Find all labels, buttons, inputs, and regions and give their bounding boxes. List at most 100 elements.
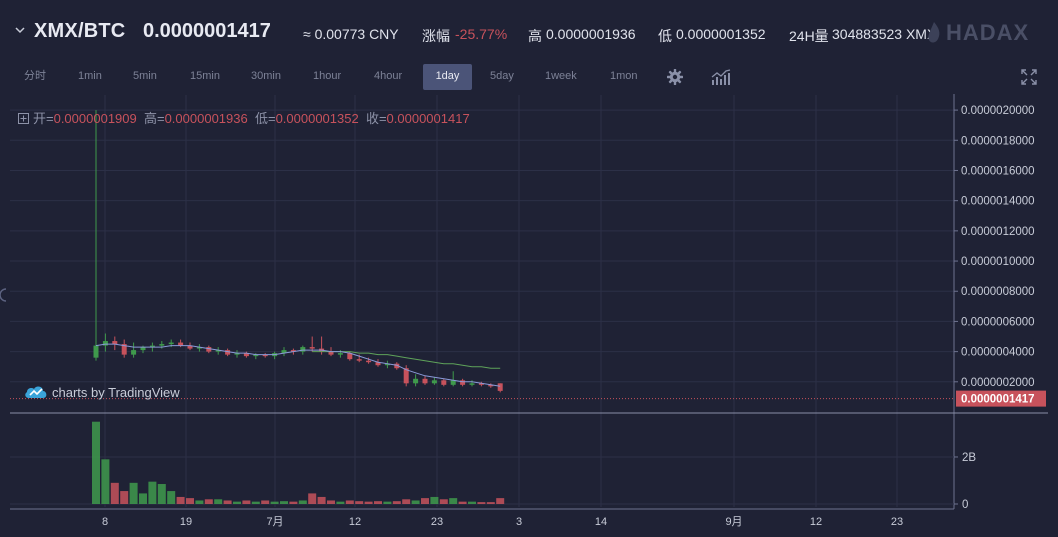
low-value: 0.0000001352 — [676, 26, 766, 42]
candle-body — [140, 347, 146, 351]
volume-bar — [402, 499, 411, 504]
candle-body — [497, 383, 503, 391]
volume-bar — [355, 501, 364, 504]
volume-axis-label: 0 — [962, 499, 968, 511]
side-panel-handle[interactable] — [0, 288, 8, 302]
open-value: 0.0000001909 — [53, 111, 137, 126]
x-axis-tick-label: 7月 — [266, 516, 283, 528]
volume-bar — [223, 500, 232, 504]
cloud-icon — [25, 386, 47, 398]
volume-bar — [383, 501, 392, 504]
volume-bar — [421, 498, 429, 504]
volume-bar — [374, 501, 382, 504]
candle-body — [309, 347, 315, 349]
volume-bar — [364, 501, 373, 504]
volume-bar — [458, 501, 467, 504]
volume-bar — [157, 484, 166, 504]
timeframe-5min[interactable]: 5min — [133, 70, 157, 82]
last-price-tag — [956, 390, 1046, 407]
volume-bar — [439, 499, 448, 504]
volume-axis-label: 2B — [962, 452, 976, 464]
candle-body — [460, 380, 466, 385]
candle-body — [403, 368, 409, 384]
candle-body — [384, 363, 390, 366]
candle-body — [102, 341, 108, 346]
volume-bar — [101, 459, 110, 504]
candle-body — [450, 380, 456, 385]
fullscreen-icon[interactable] — [1020, 68, 1038, 86]
timeframe-4hour[interactable]: 4hour — [374, 70, 403, 82]
volume-value: 304883523 XMX — [832, 26, 937, 42]
candle-body — [347, 353, 353, 360]
last-price-axis-label: 0.0000001417 — [961, 394, 1035, 406]
timeframe-5day[interactable]: 5day — [490, 70, 514, 82]
candle-body — [300, 347, 306, 352]
x-axis-tick-label: 14 — [595, 516, 607, 528]
candle-body — [422, 378, 428, 384]
volume-label: 24H量 — [789, 28, 829, 44]
volume-bar — [139, 493, 147, 504]
high-label: 高= — [143, 111, 165, 126]
timeframe-1min[interactable]: 1min — [78, 70, 102, 82]
chevron-down-icon[interactable] — [14, 24, 26, 36]
volume-bar — [327, 500, 335, 504]
timeframe-15min[interactable]: 15min — [190, 70, 220, 82]
trading-pair[interactable]: XMX/BTC — [34, 20, 126, 42]
volume-bar — [148, 481, 157, 504]
volume-bar — [308, 493, 317, 504]
candle-body — [441, 380, 447, 385]
tradingview-attribution[interactable]: charts by TradingView — [24, 385, 180, 400]
price-axis-label: 0.0000002000 — [961, 377, 1035, 389]
timeframe-1mon[interactable]: 1mon — [610, 70, 638, 82]
volume-bar — [120, 491, 129, 504]
price-chart[interactable]: 8 19 7月 12 23 3 14 9月 12 23 0.0000020000 0.00000180… — [0, 94, 1058, 534]
moving-average-short — [95, 343, 501, 387]
volume-bar — [486, 502, 495, 504]
x-axis-tick-label: 23 — [431, 516, 443, 528]
volume-bar — [270, 501, 279, 504]
x-axis-tick-label: 12 — [810, 516, 822, 528]
volume-bar — [336, 501, 345, 504]
volume-bar — [214, 499, 223, 504]
candle-body — [469, 383, 475, 385]
hadax-logo-icon — [928, 22, 940, 43]
x-axis-tick-label: 3 — [516, 516, 522, 528]
candle-body — [356, 359, 362, 361]
volume-bar — [345, 500, 354, 504]
volume-bar — [233, 501, 241, 504]
candle-body — [375, 362, 381, 366]
volume-bar — [261, 500, 270, 504]
candle-body — [488, 384, 494, 387]
price-axis-label: 0.0000014000 — [961, 196, 1035, 208]
price-axis-label: 0.0000016000 — [961, 165, 1035, 177]
volume-bar — [186, 498, 194, 504]
volume-bar — [449, 498, 458, 504]
close-label: 收= — [365, 111, 387, 126]
price-axis-label: 0.0000008000 — [961, 286, 1035, 298]
candle-body — [93, 345, 99, 358]
close-value: 0.0000001417 — [386, 111, 470, 126]
candle-body — [431, 380, 437, 384]
x-axis-tick-label: 9月 — [725, 516, 742, 528]
candle-body — [328, 351, 334, 355]
ticker-header: XMX/BTC 0.0000001417 ≈ 0.00773 CNY 涨幅 -2… — [0, 0, 1058, 64]
indicators-icon[interactable] — [711, 68, 731, 86]
chart-toolbar: 分时 1min 5min 15min 30min 1hour 4hour 1da… — [0, 64, 1058, 94]
volume-bar — [468, 501, 476, 504]
timeframe-1hour[interactable]: 1hour — [313, 70, 342, 82]
timeframe-tick[interactable]: 分时 — [24, 70, 46, 82]
candle-body — [394, 363, 400, 369]
volume-bar — [92, 421, 100, 504]
x-axis-tick-label: 12 — [349, 516, 361, 528]
tradingview-label: charts by TradingView — [52, 385, 180, 400]
gear-icon[interactable] — [666, 68, 684, 86]
timeframe-1day[interactable]: 1day — [423, 64, 472, 90]
x-axis-tick-label: 8 — [102, 516, 108, 528]
expand-legend-icon[interactable] — [18, 113, 29, 124]
timeframe-30min[interactable]: 30min — [251, 70, 281, 82]
cny-price: ≈ 0.00773 CNY — [303, 26, 399, 42]
candle-body — [253, 354, 259, 357]
volume-bar — [477, 502, 486, 504]
timeframe-1week[interactable]: 1week — [545, 70, 577, 82]
x-axis-tick-label: 23 — [891, 516, 903, 528]
